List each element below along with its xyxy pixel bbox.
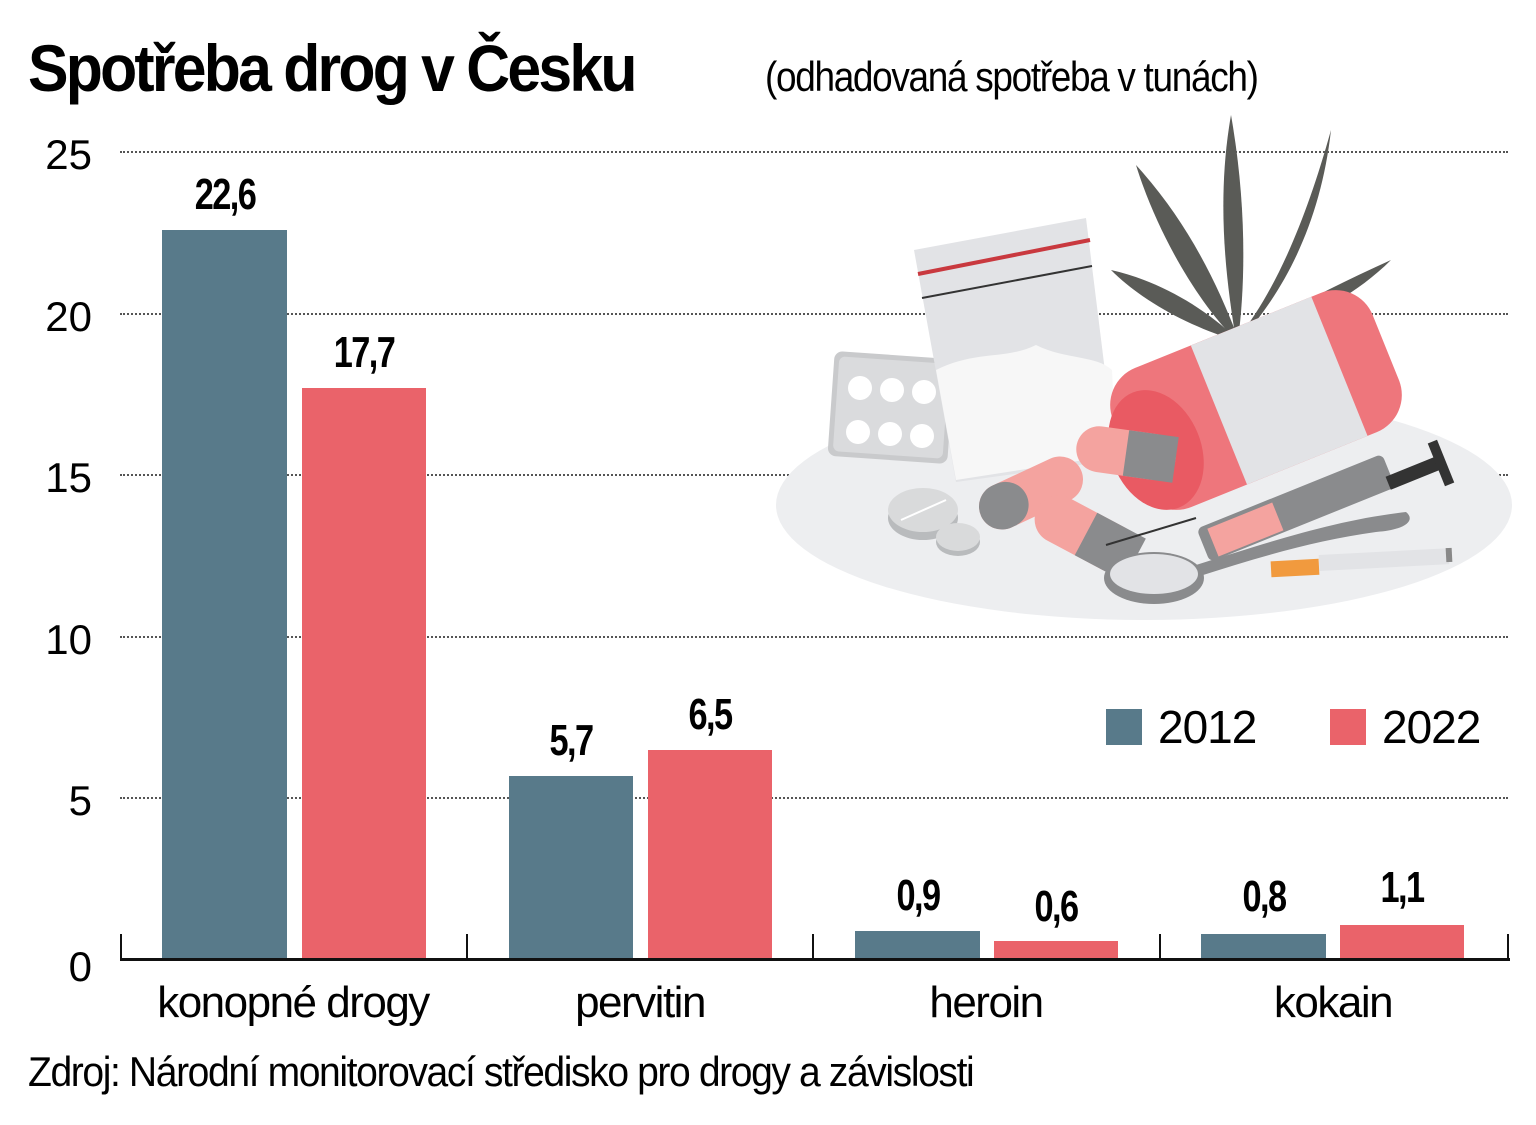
- category-label-kokain: kokain: [1273, 978, 1394, 1027]
- value-label-konopne-2022: 17,7: [333, 328, 396, 377]
- legend-swatch-2012: [1106, 709, 1142, 745]
- bar-pervitin-2012[interactable]: [509, 776, 633, 960]
- x-axis-tick: [1507, 934, 1509, 960]
- y-tick-20: 20: [45, 293, 92, 340]
- x-axis-baseline: [120, 958, 1510, 961]
- value-label-kokain-2022: 1,1: [1380, 863, 1425, 912]
- bar-heroin-2012[interactable]: [855, 931, 980, 960]
- legend-item-2012[interactable]: 2012: [1106, 700, 1257, 754]
- value-label-heroin-2022: 0,6: [1034, 882, 1079, 931]
- gridline-10: [120, 636, 1508, 638]
- chart-subtitle: (odhadovaná spotřeba v tunách): [765, 53, 1259, 100]
- legend-label-2012: 2012: [1158, 701, 1257, 753]
- y-tick-0: 0: [68, 943, 92, 990]
- chart-title: Spotřeba drog v Česku: [28, 31, 637, 105]
- y-tick-10: 10: [45, 616, 92, 663]
- x-axis-tick: [120, 934, 122, 960]
- bar-konopne-2012[interactable]: [162, 230, 287, 960]
- value-label-pervitin-2022: 6,5: [688, 690, 733, 739]
- value-label-konopne-2012: 22,6: [194, 170, 257, 219]
- legend-label-2022: 2022: [1382, 701, 1481, 753]
- pill-blister-icon: [827, 351, 954, 464]
- x-axis-tick: [812, 934, 814, 960]
- y-tick-5: 5: [68, 777, 92, 824]
- y-tick-15: 15: [45, 454, 92, 501]
- zip-bag-powder-icon: [914, 218, 1116, 482]
- gridline-5: [120, 797, 1508, 799]
- bar-konopne-2022[interactable]: [302, 388, 426, 960]
- value-label-pervitin-2012: 5,7: [549, 716, 594, 765]
- gridline-25: [120, 151, 1508, 153]
- category-label-heroin: heroin: [929, 978, 1044, 1027]
- legend-swatch-2022: [1330, 709, 1366, 745]
- title-wrapper: Spotřeba drog v Česku: [28, 30, 688, 106]
- bar-pervitin-2022[interactable]: [648, 750, 772, 960]
- bar-kokain-2012[interactable]: [1201, 934, 1326, 960]
- value-label-kokain-2012: 0,8: [1242, 872, 1287, 921]
- x-axis-tick: [1159, 934, 1161, 960]
- value-label-heroin-2012: 0,9: [896, 871, 941, 920]
- spoon-icon: [1104, 512, 1410, 604]
- tablet-icon: [888, 488, 980, 556]
- cigarette-icon: [1270, 547, 1453, 578]
- x-axis-tick: [466, 934, 468, 960]
- y-tick-25: 25: [45, 131, 92, 178]
- bar-heroin-2022[interactable]: [994, 941, 1118, 960]
- drugs-illustration: [776, 110, 1516, 620]
- category-label-konopne-drogy: konopné drogy: [157, 978, 430, 1027]
- syringe-icon: [1105, 439, 1455, 561]
- pill-bottle-icon: [1108, 290, 1402, 510]
- bar-kokain-2022[interactable]: [1340, 925, 1464, 960]
- legend-item-2022[interactable]: 2022: [1330, 700, 1481, 754]
- gridline-20: [120, 313, 1508, 315]
- category-label-pervitin: pervitin: [575, 978, 706, 1027]
- source-note: Zdroj: Národní monitorovací středisko pr…: [28, 1048, 975, 1095]
